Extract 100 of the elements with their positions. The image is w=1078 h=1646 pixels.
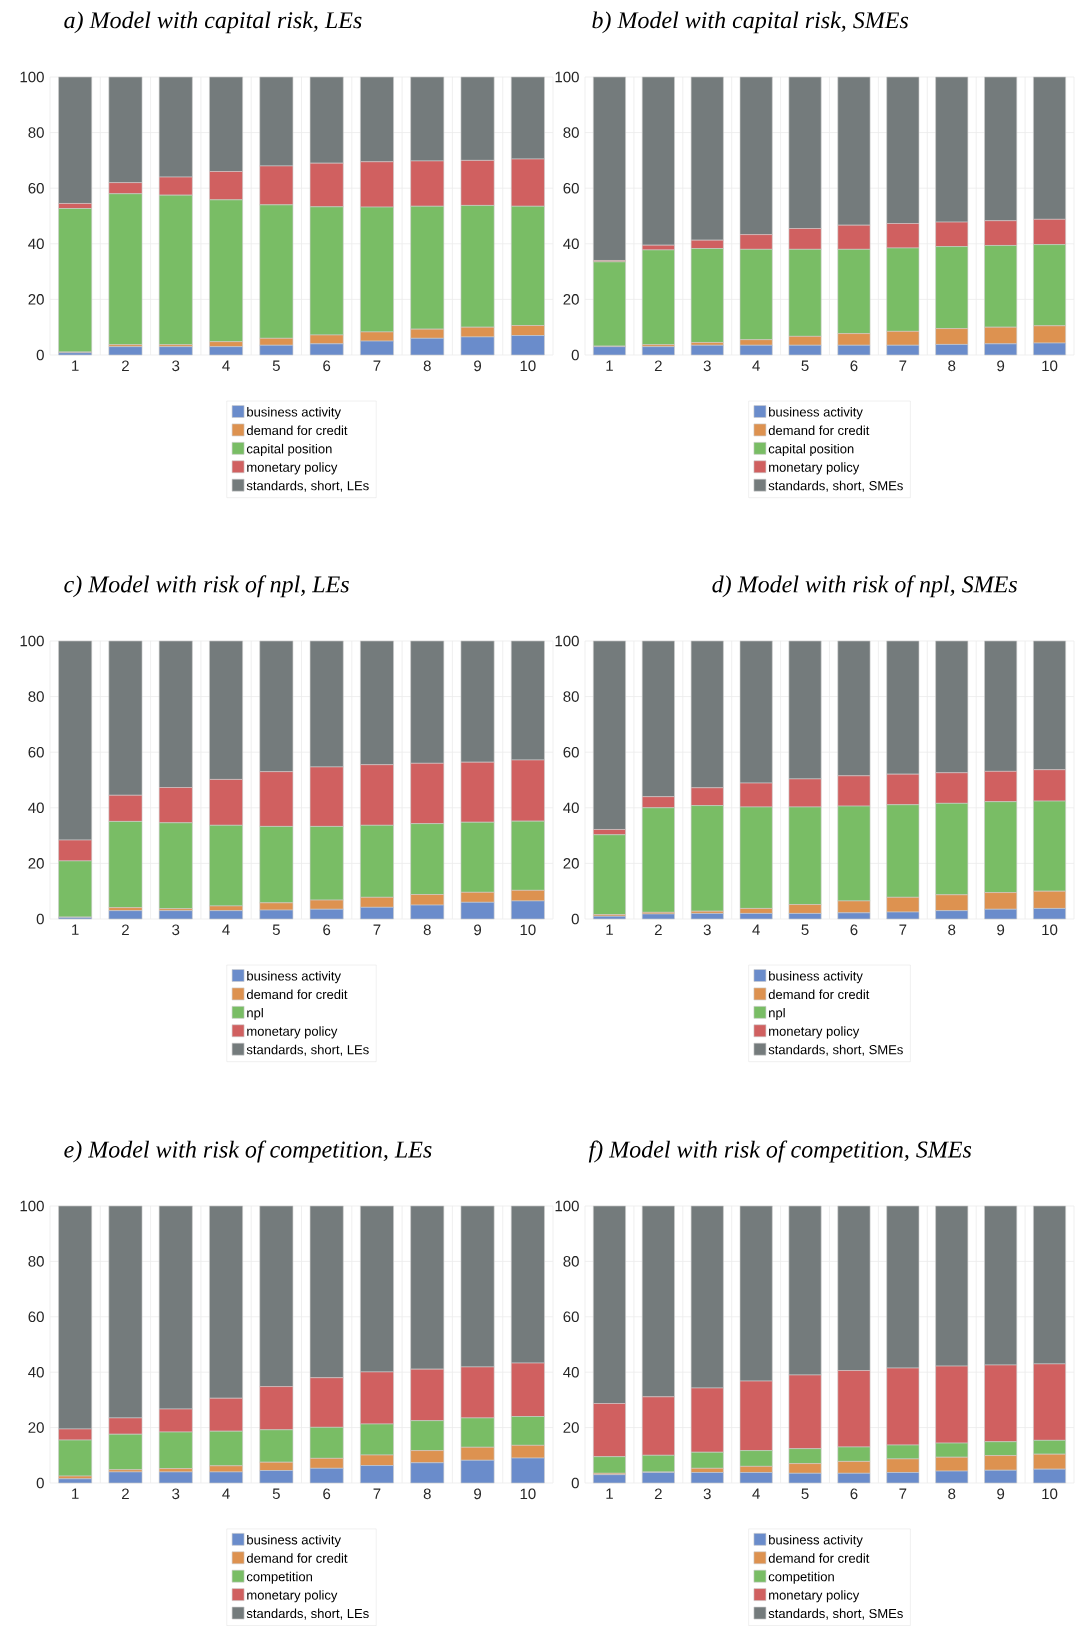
x-tick-label: 5 <box>272 1488 280 1499</box>
legend-label: competition <box>768 1571 834 1584</box>
legend-label: demand for credit <box>246 989 348 1000</box>
x-tick-label: 1 <box>72 360 79 371</box>
x-tick-label: 7 <box>899 360 907 371</box>
legend-label: capital position <box>246 443 332 457</box>
x-tick-label: 2 <box>122 924 129 935</box>
chart-title: a) Model with capital risk, LEs <box>64 11 362 34</box>
x-tick-label: 4 <box>222 360 230 371</box>
x-tick-label: 3 <box>172 924 180 936</box>
x-tick-label: 1 <box>606 360 613 371</box>
x-tick-label: 10 <box>1042 360 1058 372</box>
y-tick-label: 100 <box>20 1200 44 1212</box>
legend-label: demand for credit <box>246 1553 348 1563</box>
legend-label: standards, short, SMEs <box>768 1608 903 1620</box>
legend-label: standards, short, LEs <box>246 480 369 492</box>
x-tick-label: 9 <box>997 924 1005 936</box>
x-tick-label: 10 <box>520 1488 536 1500</box>
x-tick-label: 7 <box>373 1488 381 1499</box>
x-tick-label: 9 <box>474 1488 482 1500</box>
x-tick-label: 2 <box>654 360 662 371</box>
x-tick-label: 8 <box>948 924 956 936</box>
y-tick-label: 40 <box>563 1366 579 1378</box>
y-tick-label: 80 <box>563 691 579 702</box>
legend-label: standards, short, SMEs <box>768 480 903 492</box>
legend-label: business activity <box>769 1534 863 1548</box>
y-tick-label: 20 <box>563 1422 579 1433</box>
x-tick-label: 6 <box>850 924 858 936</box>
x-tick-label: 5 <box>801 360 809 371</box>
legend-label: capital position <box>768 443 854 457</box>
legend-label: business activity <box>769 407 863 420</box>
legend-label: standards, short, LEs <box>246 1044 369 1056</box>
legend-label: demand for credit <box>768 425 870 436</box>
y-tick-label: 80 <box>28 1256 44 1267</box>
legend-label: business activity <box>769 971 863 984</box>
x-tick-label: 7 <box>373 924 381 935</box>
x-tick-label: 8 <box>423 924 431 936</box>
x-tick-label: 4 <box>222 924 230 935</box>
legend-label: standards, short, SMEs <box>768 1044 903 1056</box>
y-tick-label: 0 <box>571 913 579 925</box>
x-tick-label: 8 <box>423 1488 431 1500</box>
y-tick-label: 100 <box>20 71 44 83</box>
x-tick-label: 3 <box>703 924 711 936</box>
y-tick-label: 40 <box>563 802 579 814</box>
y-tick-label: 60 <box>28 182 44 194</box>
x-tick-label: 5 <box>272 924 280 935</box>
legend-label: standards, short, LEs <box>246 1608 369 1620</box>
x-tick-label: 7 <box>899 924 907 935</box>
x-tick-label: 5 <box>801 924 809 935</box>
x-tick-label: 10 <box>1042 1488 1058 1500</box>
y-tick-label: 80 <box>28 691 44 702</box>
x-tick-label: 3 <box>172 1488 180 1500</box>
x-tick-label: 3 <box>703 1488 711 1500</box>
y-tick-label: 40 <box>28 802 44 814</box>
legend-label: npl <box>769 1007 785 1021</box>
x-tick-label: 1 <box>72 1488 79 1499</box>
y-tick-label: 20 <box>28 1422 44 1433</box>
x-tick-label: 5 <box>272 360 280 371</box>
x-tick-label: 4 <box>752 1488 760 1499</box>
legend-label: monetary policy <box>769 1590 860 1603</box>
legend-label: npl <box>247 1007 263 1021</box>
legend-label: demand for credit <box>768 989 870 1000</box>
x-tick-label: 7 <box>373 360 381 371</box>
x-tick-label: 10 <box>1042 924 1058 936</box>
x-tick-label: 3 <box>172 360 180 372</box>
y-tick-label: 100 <box>555 71 579 83</box>
legend-label: monetary policy <box>769 1026 860 1039</box>
legend-label: business activity <box>247 1534 341 1548</box>
x-tick-label: 7 <box>899 1488 907 1499</box>
x-tick-label: 4 <box>752 360 760 371</box>
legend-label: monetary policy <box>247 1026 338 1039</box>
legend-label: demand for credit <box>768 1553 870 1563</box>
x-tick-label: 2 <box>122 1488 129 1499</box>
legend-label: competition <box>246 1571 313 1584</box>
y-tick-label: 0 <box>571 349 579 361</box>
legend-label: business activity <box>247 407 341 420</box>
y-tick-label: 0 <box>36 349 44 361</box>
y-tick-label: 60 <box>28 1311 44 1323</box>
x-tick-label: 1 <box>606 924 613 935</box>
x-tick-label: 2 <box>122 360 129 371</box>
x-tick-label: 3 <box>703 360 711 372</box>
y-tick-label: 20 <box>563 294 579 305</box>
chart-title: b) Model with capital risk, SMEs <box>592 11 909 34</box>
legend-label: demand for credit <box>246 425 348 436</box>
x-tick-label: 4 <box>222 1488 230 1499</box>
x-tick-label: 2 <box>654 1488 662 1499</box>
x-tick-label: 1 <box>606 1488 613 1499</box>
y-tick-label: 60 <box>563 182 579 194</box>
y-tick-label: 0 <box>571 1477 579 1489</box>
x-tick-label: 5 <box>801 1488 809 1499</box>
y-tick-label: 40 <box>28 1366 44 1378</box>
x-tick-label: 4 <box>752 924 760 935</box>
y-tick-label: 40 <box>28 238 44 250</box>
y-tick-label: 0 <box>36 1477 44 1489</box>
x-tick-label: 8 <box>948 360 956 372</box>
legend-label: monetary policy <box>247 1590 338 1603</box>
x-tick-label: 9 <box>997 360 1005 372</box>
x-tick-label: 10 <box>520 924 536 936</box>
y-tick-label: 20 <box>563 858 579 869</box>
y-tick-label: 100 <box>555 635 579 647</box>
